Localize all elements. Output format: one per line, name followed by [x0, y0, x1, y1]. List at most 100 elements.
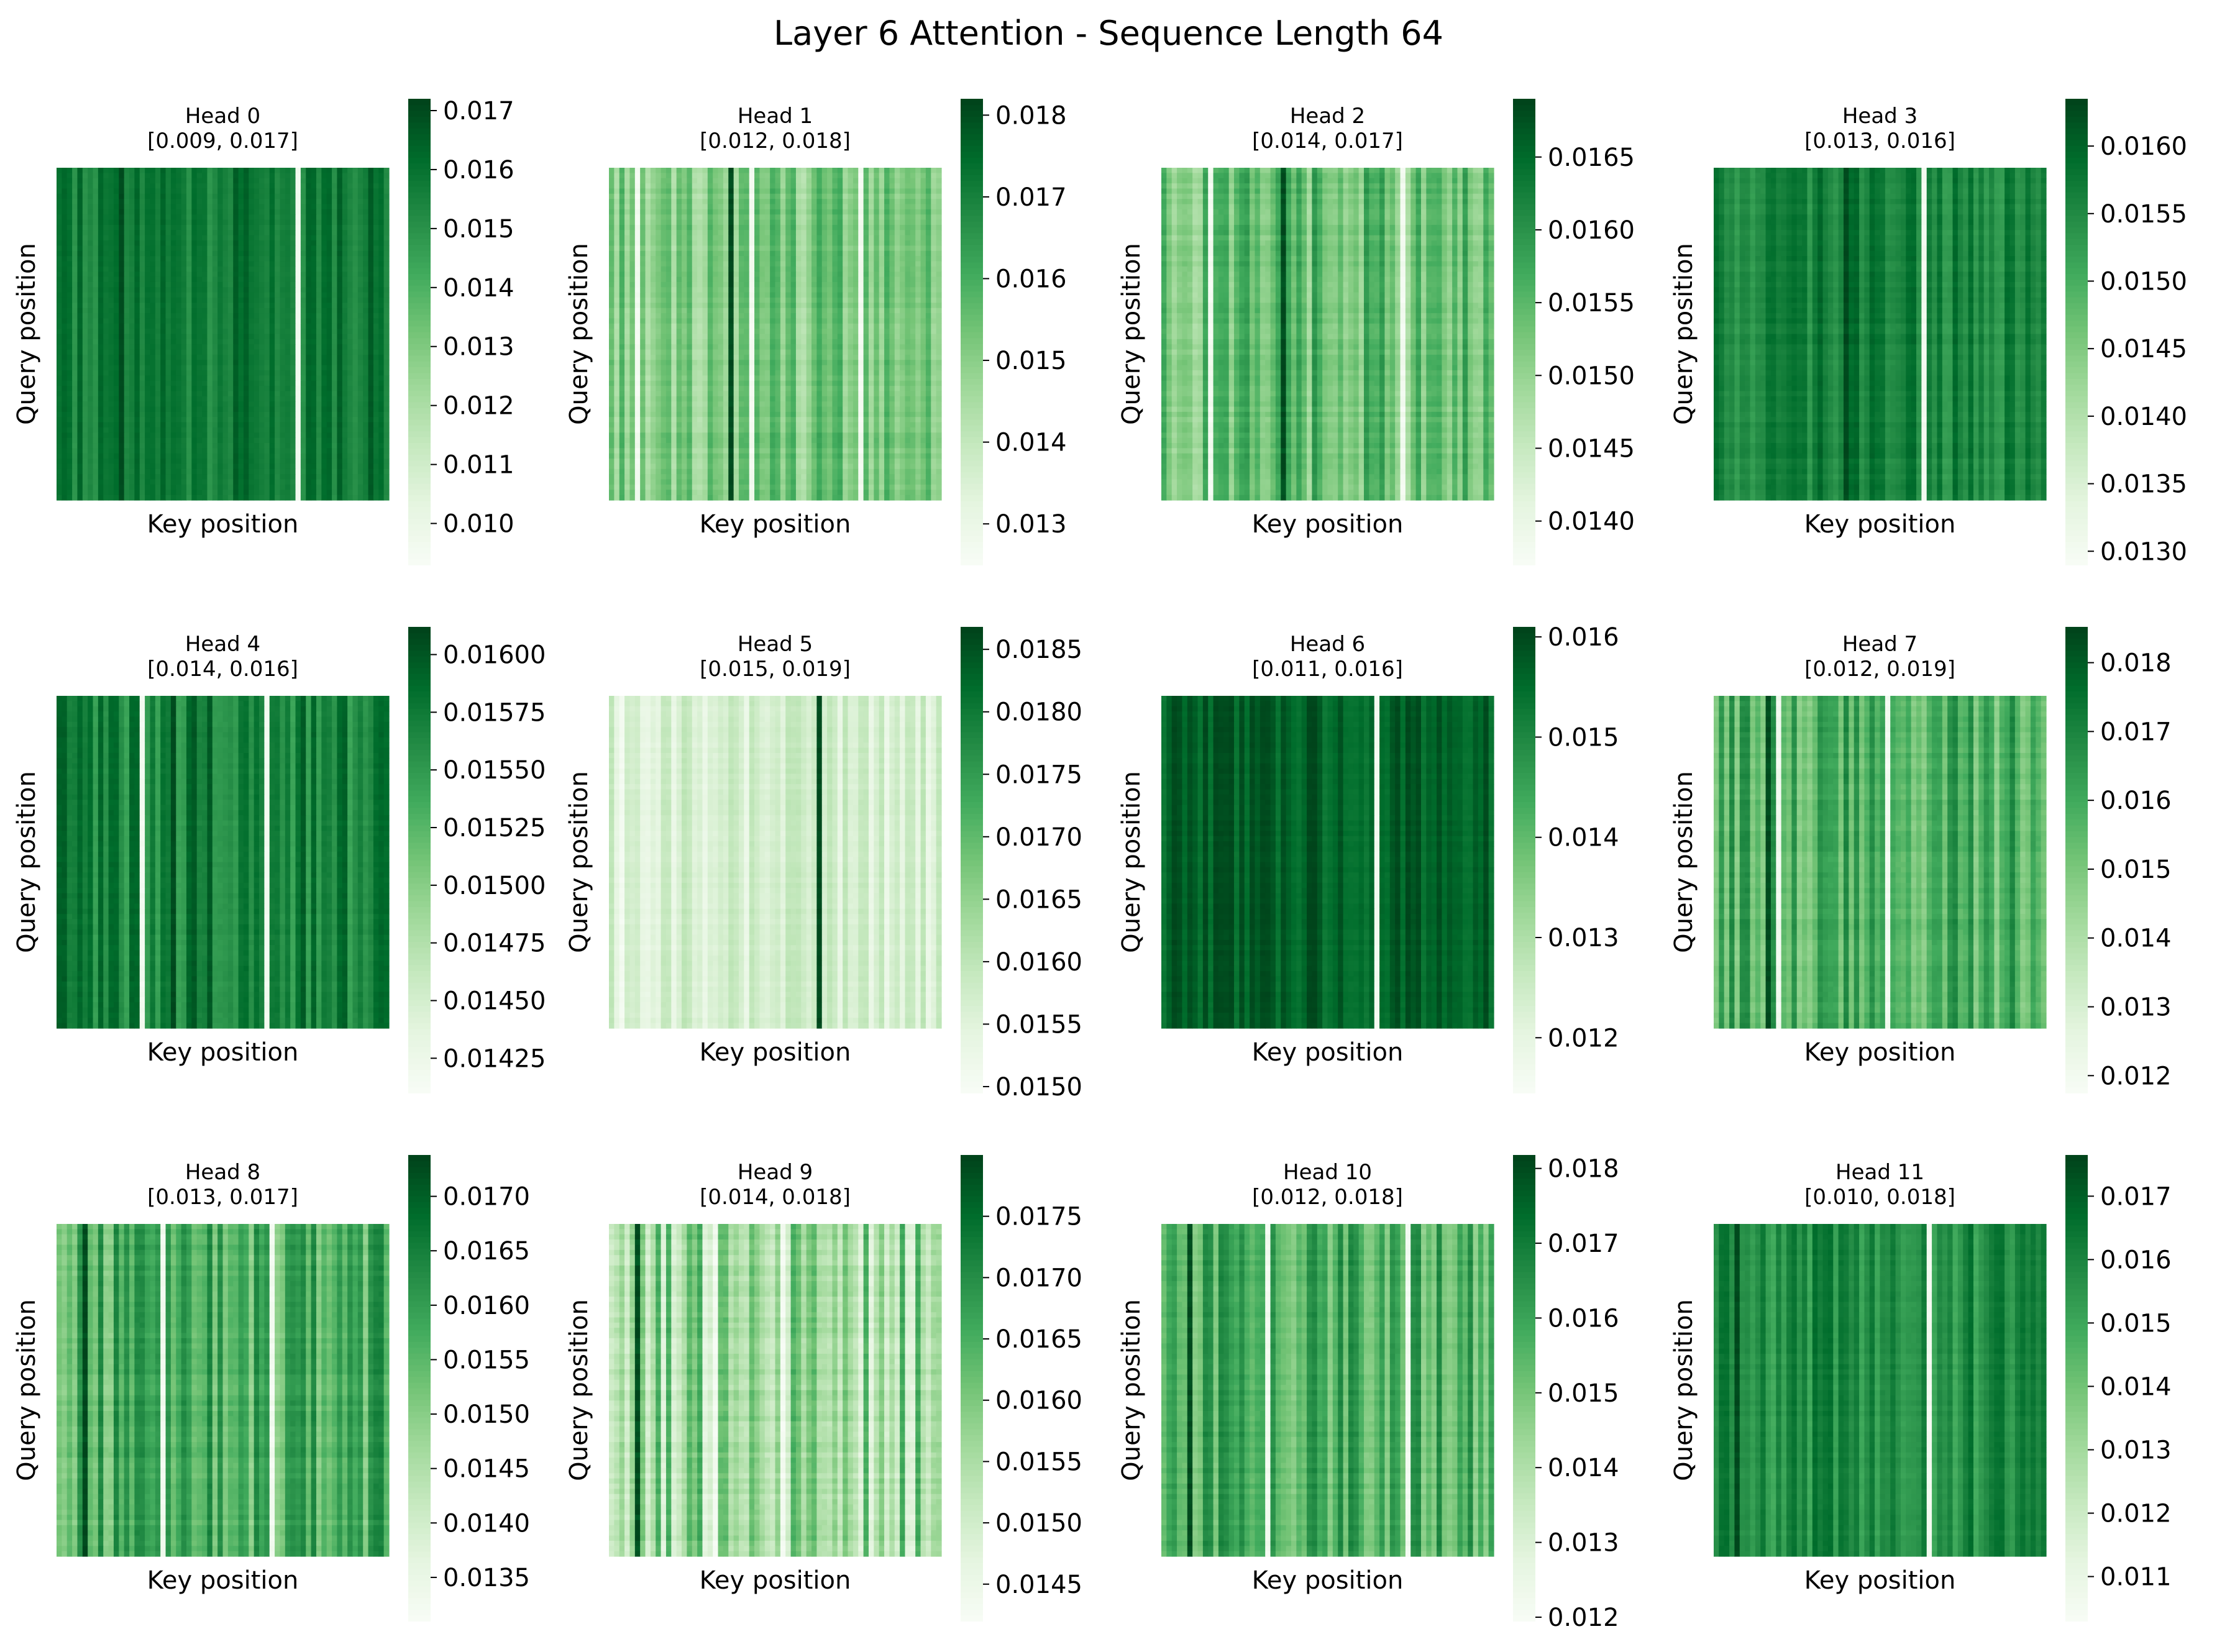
heatmap-cell [363, 251, 368, 257]
heatmap-cell [109, 272, 114, 277]
heatmap-cell [296, 225, 301, 230]
heatmap-cell [316, 178, 322, 184]
heatmap-cell [332, 199, 337, 204]
heatmap-cell [306, 318, 311, 324]
heatmap-cell [93, 329, 99, 334]
heatmap-cell [176, 277, 181, 283]
heatmap-cell [296, 298, 301, 303]
heatmap-cell [290, 287, 296, 293]
heatmap-cell [368, 401, 374, 407]
heatmap-cell [363, 344, 368, 350]
heatmap-cell [197, 375, 203, 381]
heatmap-cell [239, 272, 244, 277]
heatmap-cell [207, 391, 213, 396]
heatmap-cell [233, 282, 239, 288]
heatmap-cell [296, 256, 301, 262]
heatmap-cell [384, 245, 390, 251]
heatmap-cell [384, 318, 390, 324]
heatmap-cell [93, 204, 99, 210]
heatmap-cell [368, 194, 374, 199]
heatmap-cell [228, 220, 234, 226]
heatmap-cell [98, 396, 104, 402]
heatmap-cell [378, 240, 384, 246]
heatmap-cell [264, 267, 270, 272]
heatmap-cell [254, 199, 260, 204]
heatmap-cell [181, 308, 187, 314]
heatmap-cell [316, 230, 322, 235]
heatmap-cell [337, 344, 342, 350]
heatmap-cell [181, 173, 187, 178]
heatmap-cell [93, 355, 99, 360]
heatmap-cell [98, 381, 104, 386]
heatmap-cell [321, 194, 327, 199]
heatmap-cell [327, 235, 332, 241]
heatmap-cell [176, 370, 181, 376]
heatmap-cell [311, 209, 317, 215]
heatmap-cell [160, 204, 166, 210]
heatmap-cell [77, 230, 83, 235]
heatmap-cell [233, 298, 239, 303]
heatmap-cell [337, 401, 342, 407]
heatmap-cell [166, 287, 171, 293]
heatmap-cell [223, 173, 229, 178]
heatmap-cell [62, 240, 67, 246]
heatmap-cell [228, 339, 234, 345]
heatmap-cell [160, 245, 166, 251]
heatmap-cell [119, 396, 124, 402]
heatmap-cell [155, 334, 161, 340]
heatmap-cell [140, 183, 145, 189]
heatmap-cell [129, 313, 135, 319]
heatmap-cell [301, 401, 306, 407]
heatmap-cell [285, 303, 291, 308]
heatmap-cell [191, 401, 197, 407]
heatmap-cell [275, 293, 280, 298]
heatmap-cell [124, 240, 130, 246]
heatmap-cell [129, 240, 135, 246]
heatmap-cell [98, 256, 104, 262]
heatmap-cell [342, 329, 348, 334]
heatmap-cell [145, 168, 150, 173]
heatmap-cell [124, 225, 130, 230]
heatmap-cell [114, 318, 119, 324]
heatmap-cell [217, 313, 223, 319]
heatmap-cell [134, 313, 140, 319]
heatmap-cell [301, 381, 306, 386]
heatmap-cell [233, 235, 239, 241]
heatmap-cell [140, 344, 145, 350]
heatmap-cell [186, 303, 192, 308]
heatmap-cell [363, 225, 368, 230]
heatmap-cell [114, 339, 119, 345]
heatmap-cell [72, 344, 78, 350]
heatmap-cell [155, 256, 161, 262]
heatmap-cell [134, 245, 140, 251]
heatmap-cell [378, 220, 384, 226]
heatmap-cell [213, 251, 218, 257]
heatmap-cell [352, 240, 358, 246]
heatmap-cell [155, 168, 161, 173]
heatmap-cell [202, 360, 208, 365]
heatmap-cell [155, 350, 161, 355]
heatmap-cell [249, 318, 254, 324]
heatmap-cell [368, 245, 374, 251]
heatmap-cell [67, 209, 73, 215]
heatmap-cell [311, 391, 317, 396]
heatmap-cell [57, 344, 62, 350]
heatmap-cell [140, 282, 145, 288]
heatmap-cell [176, 220, 181, 226]
heatmap-cell [270, 324, 275, 329]
heatmap-cell [213, 365, 218, 371]
heatmap-cell [119, 339, 124, 345]
heatmap-cell [301, 396, 306, 402]
heatmap-cell [259, 355, 265, 360]
heatmap-cell [145, 339, 150, 345]
heatmap-cell [57, 240, 62, 246]
heatmap-cell [228, 282, 234, 288]
heatmap-cell [321, 277, 327, 283]
heatmap-cell [228, 245, 234, 251]
heatmap-cell [306, 329, 311, 334]
heatmap-cell [249, 355, 254, 360]
heatmap-cell [342, 350, 348, 355]
heatmap-cell [171, 308, 176, 314]
heatmap-cell [306, 407, 311, 413]
heatmap-cell [332, 308, 337, 314]
